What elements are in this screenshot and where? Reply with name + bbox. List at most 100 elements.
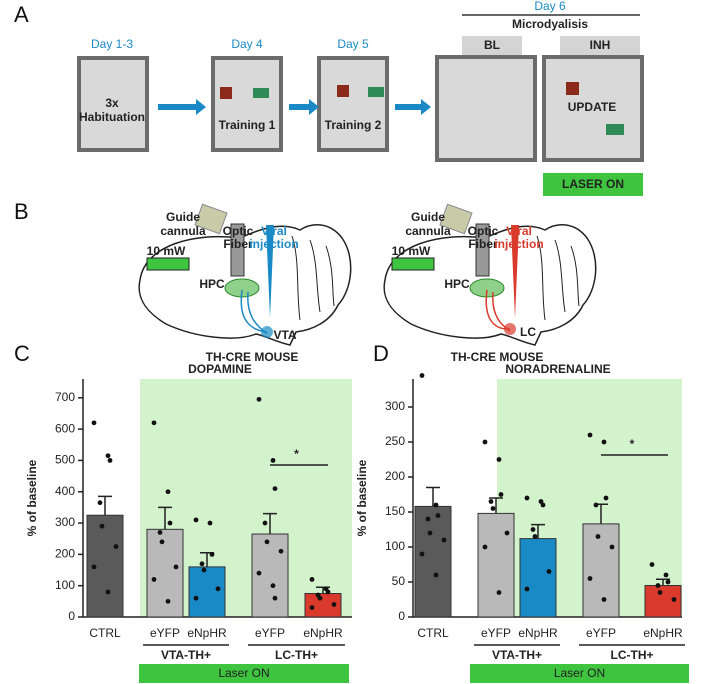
- laser-box: [470, 664, 689, 683]
- target-site: [504, 323, 516, 335]
- data-point: [113, 544, 119, 549]
- box-text: Training 2: [325, 118, 382, 132]
- data-point: [201, 567, 207, 573]
- data-point: [215, 586, 221, 592]
- y-tick-label: 0: [398, 609, 405, 623]
- object: [606, 124, 624, 135]
- phase-label: BL: [484, 38, 500, 52]
- power-label: 10 mW: [147, 244, 186, 258]
- data-point: [207, 520, 213, 526]
- chart-title: NORADRENALINE: [505, 362, 610, 376]
- error-bar: [98, 495, 112, 516]
- arena: [211, 56, 283, 152]
- fiber-label: Optic: [223, 224, 254, 238]
- arena: [542, 55, 644, 162]
- y-tick-label: 300: [385, 399, 405, 413]
- y-tick-label: 700: [55, 390, 75, 404]
- power-label: 10 mW: [392, 244, 431, 258]
- injection-label: Viral: [506, 224, 532, 238]
- error-bar: [489, 497, 503, 514]
- guide-label: Guide: [411, 210, 445, 224]
- y-axis-label: % of baseline: [355, 459, 369, 536]
- panel-label: C: [14, 341, 30, 366]
- data-point: [165, 598, 171, 604]
- data-point: [671, 597, 677, 602]
- data-point: [538, 499, 544, 504]
- data-point: [490, 506, 496, 511]
- data-point: [270, 583, 276, 589]
- significance-label: *: [294, 447, 299, 461]
- data-point: [530, 527, 536, 532]
- data-point: [193, 517, 199, 523]
- object: [368, 87, 384, 97]
- objects: [220, 82, 624, 135]
- data-point: [532, 534, 538, 539]
- day-label: Day 6: [534, 0, 566, 13]
- data-point: [587, 432, 593, 438]
- power-bar: [146, 257, 190, 271]
- fiber-label: Fiber: [223, 237, 253, 251]
- guide-label: cannula: [405, 224, 451, 238]
- x-tick-label: eYFP: [586, 626, 616, 640]
- cannula: [194, 203, 228, 235]
- strain-label: TH-CRE MOUSE: [451, 350, 544, 364]
- panel-label: D: [373, 341, 389, 366]
- cannula: [439, 203, 473, 235]
- arrows: [158, 99, 431, 115]
- error-bar: [158, 506, 172, 530]
- significance-label: *: [630, 437, 635, 451]
- y-tick-label: 500: [55, 453, 75, 467]
- error-bar: [531, 523, 545, 539]
- data-point: [655, 583, 661, 588]
- power-bar: [391, 257, 435, 271]
- data-point: [199, 561, 205, 567]
- hpc-label: HPC: [444, 277, 470, 291]
- object: [337, 85, 349, 97]
- data-point: [609, 544, 615, 550]
- fiber-label: Fiber: [468, 237, 498, 251]
- data-point: [601, 439, 607, 445]
- data-point: [331, 602, 337, 607]
- target-label: VTA: [273, 328, 296, 342]
- panel-label: A: [14, 2, 29, 27]
- box-text: Training 1: [219, 118, 276, 132]
- data-point: [165, 489, 171, 495]
- data-point: [309, 577, 315, 582]
- data-point: [433, 502, 439, 508]
- x-tick-label: eNpHR: [303, 626, 343, 640]
- data-point: [435, 513, 441, 518]
- group-label: VTA-TH+: [492, 648, 542, 662]
- data-point: [524, 495, 530, 501]
- guide-label: Guide: [166, 210, 200, 224]
- data-point: [317, 595, 323, 601]
- box-text: Habituation: [79, 110, 145, 124]
- arrow: [158, 99, 206, 115]
- day-label: Day 5: [337, 37, 369, 51]
- y-tick-label: 150: [385, 504, 405, 518]
- object: [220, 87, 232, 99]
- arena: [77, 56, 149, 152]
- data-point: [107, 458, 113, 463]
- data-point: [496, 590, 502, 595]
- data-point: [425, 516, 431, 522]
- x-tick-label: eYFP: [150, 626, 180, 640]
- bar: [519, 538, 557, 618]
- injection-label: injection: [494, 237, 543, 251]
- data-point: [546, 569, 552, 574]
- x-tick-label: eNpHR: [187, 626, 227, 640]
- data-point: [97, 500, 103, 506]
- injection: [266, 225, 274, 318]
- data-point: [433, 572, 439, 578]
- injection-label: Viral: [261, 224, 287, 238]
- arrow: [395, 99, 431, 115]
- data-point: [173, 564, 179, 570]
- data-point: [441, 537, 447, 543]
- data-point: [657, 590, 663, 595]
- day-label: Day 1-3: [91, 37, 133, 51]
- injection: [511, 225, 519, 318]
- group-label: LC-TH+: [611, 648, 654, 662]
- data-point: [159, 539, 165, 545]
